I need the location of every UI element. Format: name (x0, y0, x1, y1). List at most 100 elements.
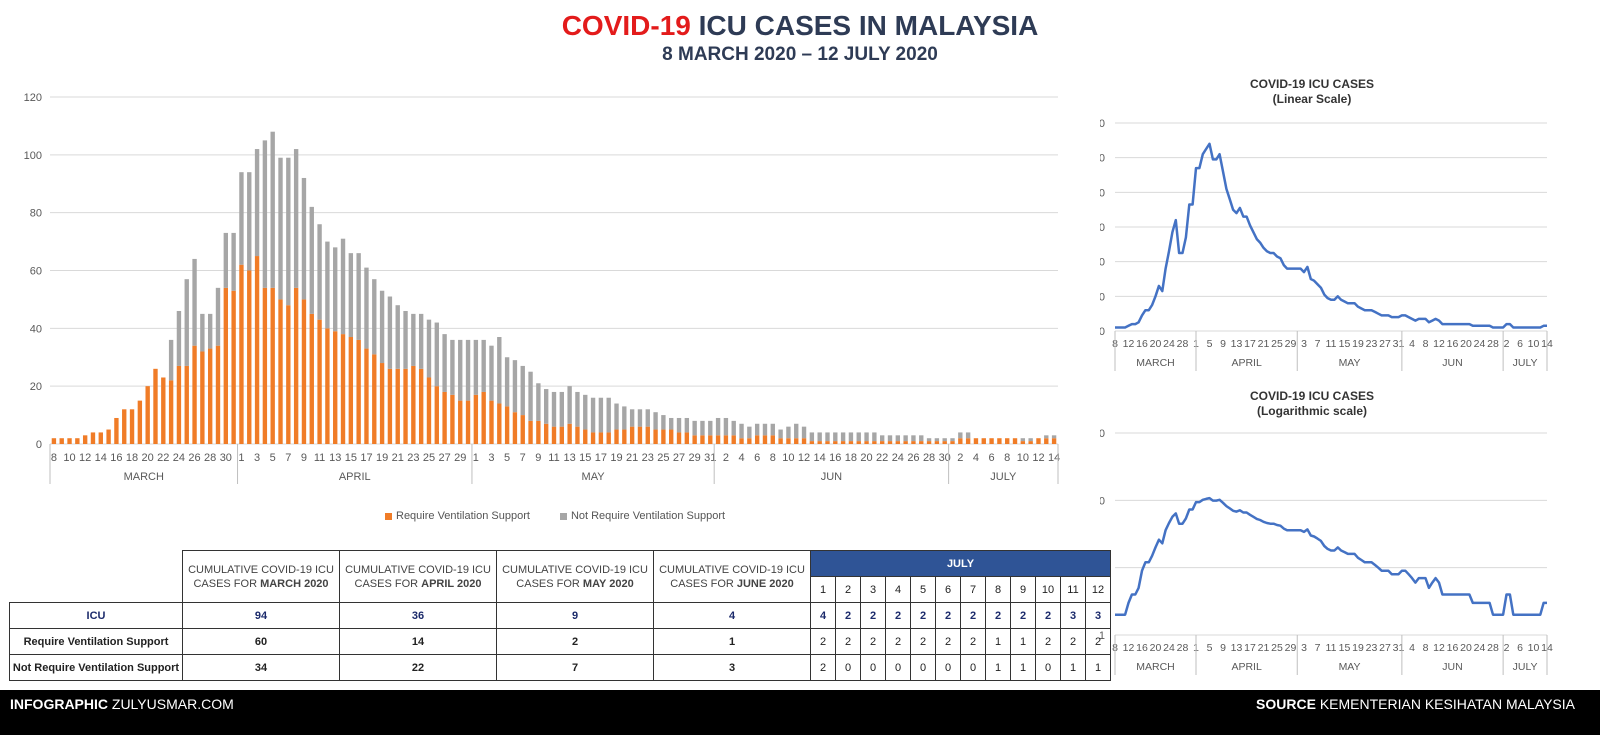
legend-ventilation-label: Require Ventilation Support (396, 510, 530, 522)
bar-ventilation (270, 287, 275, 444)
bar-ventilation (669, 429, 674, 444)
x-tick-label: 8 (1423, 338, 1429, 350)
bar-ventilation (207, 348, 213, 444)
col-header-may: CUMULATIVE COVID-19 ICU CASES FOR MAY 20… (496, 550, 654, 603)
bar-ventilation (747, 438, 752, 444)
x-tick-label: 10 (782, 452, 794, 464)
month-label: APRIL (1231, 661, 1262, 673)
cumulative-cell: 9 (496, 602, 654, 629)
bar-ventilation (770, 435, 775, 444)
x-tick-label: 5 (1207, 642, 1213, 654)
july-cell: 0 (935, 654, 961, 681)
x-tick-label: 21 (392, 452, 404, 464)
bar-no-ventilation (926, 438, 932, 442)
linear-line-chart: COVID-19 ICU CASES(Linear Scale) 0 20 40 60 8… (1100, 77, 1553, 371)
bar-ventilation (192, 345, 197, 444)
x-tick-label: 24 (1163, 338, 1175, 350)
bar-no-ventilation (325, 241, 330, 329)
bar-no-ventilation (887, 435, 893, 442)
bar-no-ventilation (676, 417, 682, 433)
x-tick-label: 5 (504, 452, 510, 464)
x-tick-label: 16 (1447, 642, 1459, 654)
x-tick-label: 11 (1326, 338, 1337, 350)
bar-ventilation (989, 438, 994, 444)
bar-no-ventilation (520, 365, 525, 416)
footer-credit: INFOGRAPHIC ZULYUSMAR.COM (10, 696, 234, 712)
chart-subtitle: (Logarithmic scale) (1257, 404, 1367, 418)
x-tick-label: 4 (738, 452, 744, 464)
legend-no-ventilation-label: Not Require Ventilation Support (570, 510, 726, 522)
july-cell: 2 (935, 602, 961, 629)
month-label: MAY (1339, 661, 1361, 673)
bar-ventilation (286, 305, 291, 444)
bar-no-ventilation (794, 423, 799, 439)
cumulative-cell: 4 (653, 602, 811, 629)
bar-ventilation (879, 441, 885, 444)
x-tick-label: 28 (1487, 642, 1499, 654)
month-label: MAY (582, 471, 606, 483)
bar-ventilation (676, 432, 682, 444)
bar-no-ventilation (567, 386, 572, 424)
bar-ventilation (700, 435, 705, 444)
x-tick-label: 8 (1423, 642, 1429, 654)
bar-ventilation (278, 299, 283, 444)
bar-ventilation (809, 441, 815, 444)
cumulative-cell: 94 (182, 602, 340, 629)
bar-no-ventilation (637, 409, 643, 427)
bar-no-ventilation (434, 322, 439, 387)
x-tick-label: 25 (657, 452, 669, 464)
july-cell: 2 (910, 602, 936, 629)
x-tick-label: 5 (1207, 338, 1213, 350)
bar-ventilation (497, 403, 502, 444)
bar-no-ventilation (465, 339, 471, 401)
x-tick-label: 12 (79, 452, 91, 464)
x-tick-label: 6 (1517, 642, 1523, 654)
bar-no-ventilation (559, 391, 565, 427)
table-row: ICU 94 36 9 4 4 2 2 2 2 2 2 2 2 2 3 3 (9, 602, 1111, 629)
x-tick-label: 19 (376, 452, 388, 464)
month-label: MAY (1339, 357, 1361, 369)
july-day-header: 3 (860, 576, 886, 603)
bar-no-ventilation (372, 279, 377, 355)
bar-no-ventilation (489, 345, 494, 401)
bar-no-ventilation (278, 157, 283, 300)
legend-ventilation: Require Ventilation Support (385, 510, 530, 522)
y-tick-label: 20 (1100, 291, 1105, 303)
bar-no-ventilation (207, 313, 213, 349)
bar-ventilation (903, 441, 908, 444)
bar-no-ventilation (723, 417, 729, 436)
bar-ventilation (426, 377, 432, 444)
y-tick-label: 80 (30, 208, 42, 220)
x-tick-label: 9 (1220, 642, 1226, 654)
y-tick-label: 80 (1100, 187, 1105, 199)
bar-ventilation (919, 441, 924, 444)
bar-ventilation (309, 313, 314, 444)
july-cell: 0 (835, 654, 861, 681)
bar-no-ventilation (895, 435, 901, 442)
bar-no-ventilation (669, 417, 674, 430)
month-label: APRIL (1231, 357, 1262, 369)
bar-no-ventilation (958, 432, 963, 439)
x-tick-label: 13 (1231, 338, 1243, 350)
month-label: MARCH (1136, 661, 1175, 673)
bar-ventilation (51, 438, 57, 444)
x-tick-label: 31 (1393, 338, 1405, 350)
bar-no-ventilation (950, 438, 955, 442)
bar-no-ventilation (223, 232, 229, 288)
bar-no-ventilation (286, 157, 291, 306)
bar-no-ventilation (356, 253, 361, 340)
col-header-april: CUMULATIVE COVID-19 ICU CASES FOR APRIL … (339, 550, 497, 603)
bar-ventilation (90, 432, 96, 444)
x-tick-label: 23 (1366, 338, 1378, 350)
x-tick-label: 14 (814, 452, 826, 464)
x-tick-label: 8 (770, 452, 776, 464)
bar-ventilation (348, 337, 354, 444)
bar-ventilation (364, 348, 369, 444)
table-row: Not Require Ventilation Support 34 22 7 3 2 0 0… (9, 654, 1111, 681)
cumulative-cell: 3 (653, 654, 811, 681)
x-tick-label: 2 (1504, 642, 1510, 654)
bar-no-ventilation (739, 423, 744, 439)
x-tick-label: 15 (1339, 338, 1351, 350)
bar-no-ventilation (317, 224, 322, 320)
table-row: Require Ventilation Support 60 14 2 1 2 2 2 2 2 2 2… (9, 628, 1111, 655)
